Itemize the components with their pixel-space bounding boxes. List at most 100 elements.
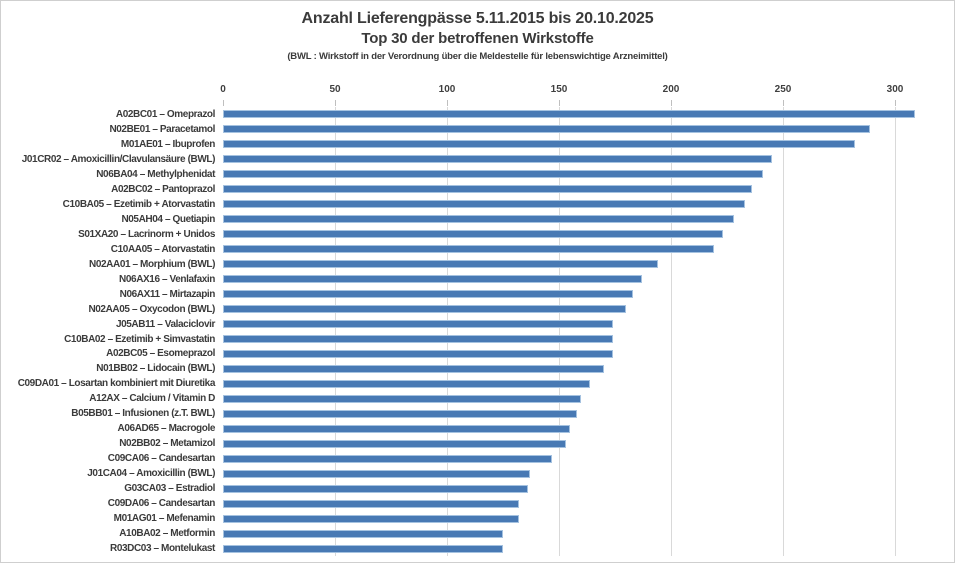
category-label: N02BE01 – Paracetamol <box>109 123 215 135</box>
bar <box>223 439 566 448</box>
x-tick-label: 100 <box>438 84 456 95</box>
category-label: C10BA02 – Ezetimib + Simvastatin <box>64 333 215 345</box>
bar-row <box>223 511 947 526</box>
gridline <box>671 107 672 556</box>
category-label: J01CR02 – Amoxicillin/Clavulansäure (BWL… <box>21 153 216 165</box>
bar <box>223 349 613 358</box>
bar <box>223 125 871 134</box>
category-label: N02BB02 – Metamizol <box>119 438 215 450</box>
x-tick-mark <box>671 100 672 106</box>
bar-rows <box>223 107 947 556</box>
gridline <box>447 107 448 556</box>
bar <box>223 260 658 269</box>
bar-row <box>223 272 947 287</box>
bar <box>223 245 714 254</box>
bar-row <box>223 391 947 406</box>
bar <box>223 379 591 388</box>
bar-row <box>223 451 947 466</box>
category-label: A12AX – Calcium / Vitamin D <box>89 393 215 405</box>
plot-area <box>223 107 947 556</box>
category-label: N06BA04 – Methylphenidat <box>96 168 215 180</box>
category-axis: A02BC01 – Omeprazol N02BE01 – Paracetamol… <box>1 107 219 556</box>
bar <box>223 424 571 433</box>
bar-row <box>223 152 947 167</box>
bar <box>223 394 582 403</box>
category-label: A10BA02 – Metformin <box>119 528 215 540</box>
x-tick-mark <box>783 100 784 106</box>
bar-row <box>223 317 947 332</box>
bar-row <box>223 332 947 347</box>
bar <box>223 305 627 314</box>
category-label: N02AA01 – Morphium (BWL) <box>89 258 215 270</box>
gridline <box>335 107 336 556</box>
bar-row <box>223 167 947 182</box>
bar-row <box>223 361 947 376</box>
gridline <box>783 107 784 556</box>
chart-title: Anzahl Lieferengpässe 5.11.2015 bis 20.1… <box>301 10 654 27</box>
x-tick-label: 200 <box>662 84 680 95</box>
x-tick-mark <box>559 100 560 106</box>
bar <box>223 544 503 553</box>
bar-row <box>223 242 947 257</box>
x-tick-label: 250 <box>774 84 792 95</box>
bar-row <box>223 526 947 541</box>
category-label: A02BC01 – Omeprazol <box>115 108 216 120</box>
category-label: S01XA20 – Lacrinorm + Unidos <box>78 228 215 240</box>
category-label: A02BC05 – Esomeprazol <box>106 348 215 360</box>
bar-row <box>223 541 947 556</box>
gridline <box>559 107 560 556</box>
bar <box>223 514 519 523</box>
bar-row <box>223 406 947 421</box>
gridline <box>895 107 896 556</box>
x-tick-mark <box>895 100 896 106</box>
bar <box>223 529 503 538</box>
bar <box>223 200 745 209</box>
chart-subtitle: Top 30 der betroffenen Wirkstoffe <box>361 30 594 47</box>
bar <box>223 364 604 373</box>
bar-row <box>223 287 947 302</box>
bar <box>223 155 772 164</box>
bar-row <box>223 466 947 481</box>
bar-row <box>223 436 947 451</box>
bar <box>223 110 916 119</box>
x-tick-label: 150 <box>550 84 568 95</box>
category-label: C09CA06 – Candesartan <box>107 453 216 465</box>
category-label: N06AX16 – Venlafaxin <box>119 273 215 285</box>
bar-row <box>223 212 947 227</box>
x-tick-mark <box>335 100 336 106</box>
bar-row <box>223 107 947 122</box>
x-tick-label: 50 <box>329 84 341 95</box>
category-label: C09DA01 – Losartan kombiniert mit Diuret… <box>17 378 216 390</box>
bar <box>223 409 577 418</box>
category-label: C10AA05 – Atorvastatin <box>110 243 216 255</box>
bar <box>223 170 763 179</box>
chart-title-block: Anzahl Lieferengpässe 5.11.2015 bis 20.1… <box>1 9 954 63</box>
bar <box>223 275 642 284</box>
category-label: B05BB01 – Infusionen (z.T. BWL) <box>71 408 215 420</box>
x-tick-mark <box>447 100 448 106</box>
bar-row <box>223 302 947 317</box>
x-tick-mark <box>223 100 224 106</box>
bar <box>223 454 553 463</box>
category-label: G03CA03 – Estradiol <box>124 483 215 495</box>
bar-row <box>223 481 947 496</box>
bar-row <box>223 496 947 511</box>
bar-row <box>223 197 947 212</box>
category-label: J05AB11 – Valaciclovir <box>115 318 215 330</box>
bar-row <box>223 227 947 242</box>
x-axis-tick-marks <box>223 100 947 107</box>
category-label: M01AG01 – Mefenamin <box>113 513 216 525</box>
chart-note: (BWL : Wirkstoff in der Verordnung über … <box>287 50 668 62</box>
bar-row <box>223 376 947 391</box>
bar <box>223 469 530 478</box>
category-label: A06AD65 – Macrogole <box>117 423 216 435</box>
bar <box>223 290 633 299</box>
bar <box>223 215 734 224</box>
bar-row <box>223 122 947 137</box>
category-label: A02BC02 – Pantoprazol <box>111 183 215 195</box>
bar-row <box>223 347 947 362</box>
bar <box>223 499 519 508</box>
category-label: M01AE01 – Ibuprofen <box>120 138 215 150</box>
bar <box>223 185 752 194</box>
